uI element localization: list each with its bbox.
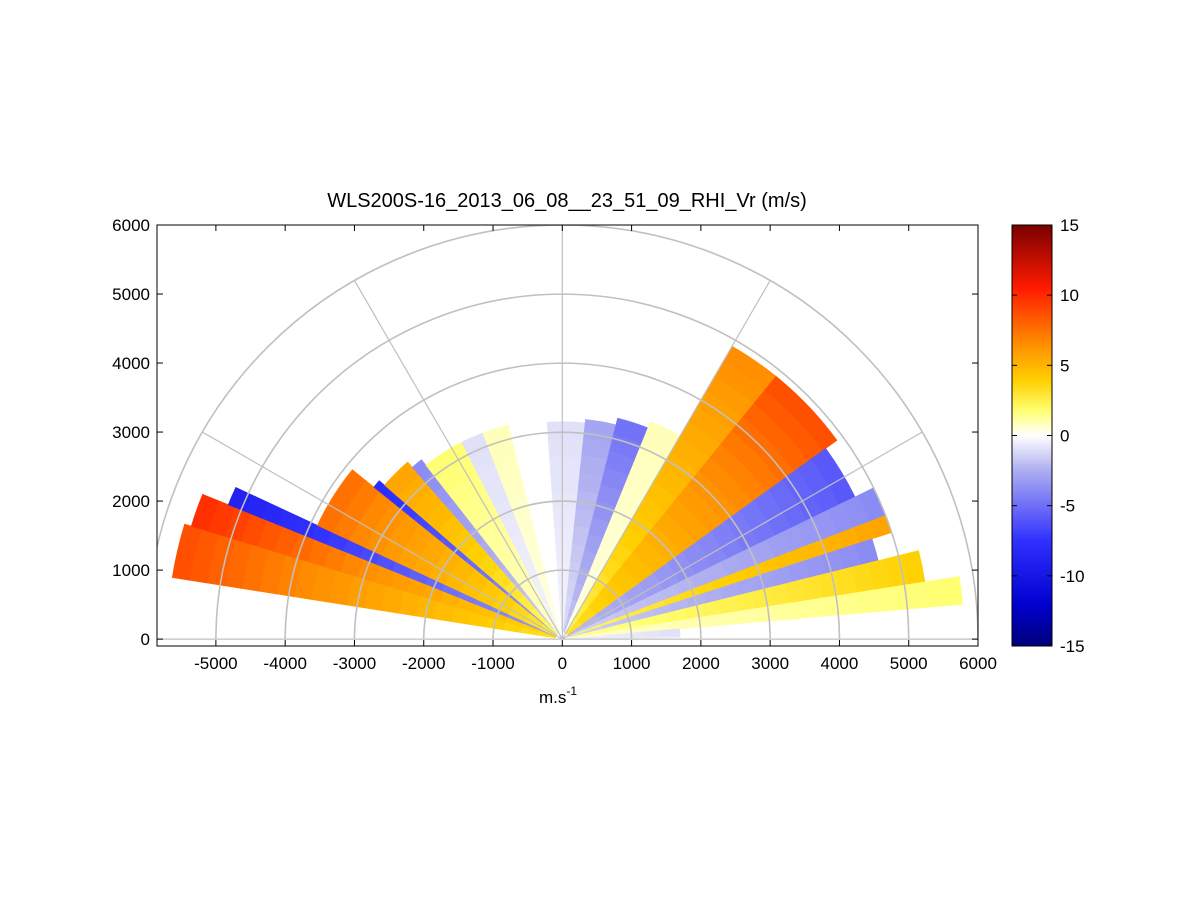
sector-bin	[547, 438, 584, 459]
colorbar	[1011, 224, 1053, 647]
y-tick-label: 4000	[112, 354, 150, 373]
sector-bin	[190, 493, 220, 532]
sector-bin	[789, 600, 809, 620]
sector-bin	[552, 509, 577, 528]
y-axis: 0 1000 2000 3000 4000 5000 6000	[112, 216, 978, 649]
plot-frame	[156, 224, 979, 647]
sector-bin	[924, 578, 946, 608]
x-tick-label: -2000	[402, 654, 445, 673]
sector-bin	[857, 589, 878, 614]
sector-bin	[810, 448, 856, 506]
x-axis-label: m.s-1	[539, 684, 577, 707]
polar-grid	[157, 225, 978, 640]
sector-bin	[554, 526, 575, 546]
colorbar-tick-label: 5	[1060, 356, 1069, 375]
sector-bin	[840, 592, 861, 615]
sector-bin	[546, 421, 586, 441]
radial-line	[202, 431, 563, 640]
sector-bin	[660, 628, 681, 638]
sector-bin	[823, 594, 844, 617]
x-tick-label: 4000	[821, 654, 859, 673]
sector-bin	[411, 459, 433, 481]
sector-bin	[806, 597, 827, 618]
sector-bin	[901, 550, 926, 585]
sector-bin	[907, 581, 929, 610]
sector-bin	[171, 523, 202, 581]
radial-line	[562, 431, 923, 640]
sector-bin	[509, 421, 549, 446]
sector-bin	[854, 538, 879, 566]
chart-title: WLS200S-16_2013_06_08__23_51_09_RHI_Vr (…	[327, 190, 807, 212]
sector-bin	[482, 424, 514, 450]
sector-bin	[772, 602, 792, 621]
y-tick-label: 5000	[112, 285, 150, 304]
sector-bin	[425, 441, 471, 480]
sector-bin	[642, 630, 662, 638]
sector-bin	[941, 576, 963, 607]
sector-bin	[764, 375, 838, 451]
colorbar-tick-label: -10	[1060, 567, 1085, 586]
x-axis: -5000 -4000 -3000 -2000 -1000 0 1000 2000 3000 40…	[194, 225, 997, 673]
sector-bin	[613, 417, 649, 445]
colorbar-tick-label: 15	[1060, 216, 1079, 235]
x-tick-label: 6000	[959, 654, 997, 673]
radial-line	[353, 280, 563, 640]
sector-bin	[384, 461, 420, 498]
sector-bin	[550, 474, 580, 493]
sector-bin	[227, 487, 253, 512]
sector-bin	[643, 421, 681, 452]
sector-bin	[891, 584, 912, 611]
colorbar-tick-label: -15	[1060, 637, 1085, 656]
x-tick-label: 0	[558, 654, 567, 673]
sector-bin	[530, 509, 555, 531]
sector-bin	[738, 608, 758, 624]
x-tick-label: 5000	[890, 654, 928, 673]
y-tick-label: 2000	[112, 492, 150, 511]
x-tick-label: -4000	[263, 654, 306, 673]
sector-bin	[549, 456, 582, 476]
y-tick-label: 6000	[112, 216, 150, 235]
colorbar-tick-label: -5	[1060, 497, 1075, 516]
sector-bin	[755, 605, 775, 623]
sector-bin	[555, 544, 573, 563]
sector-bin	[317, 469, 367, 534]
x-tick-label: 3000	[751, 654, 789, 673]
radial-line	[561, 280, 771, 640]
x-tick-label: -3000	[333, 654, 376, 673]
sector-bin	[721, 610, 741, 626]
colorbar-tick-label: 0	[1060, 427, 1069, 446]
colorbar-ticks: 15 10 5 0 -5 -10 -15	[1012, 216, 1085, 656]
x-tick-label: -5000	[194, 654, 237, 673]
y-tick-label: 1000	[112, 561, 150, 580]
sector-bin	[373, 480, 393, 499]
y-tick-label: 0	[141, 630, 150, 649]
x-tick-label: 1000	[613, 654, 651, 673]
y-tick-label: 3000	[112, 423, 150, 442]
sector-bin	[461, 432, 490, 459]
sector-bin	[874, 586, 895, 612]
colorbar-tick-label: 10	[1060, 286, 1079, 305]
x-tick-label: -1000	[471, 654, 514, 673]
x-tick-label: 2000	[682, 654, 720, 673]
